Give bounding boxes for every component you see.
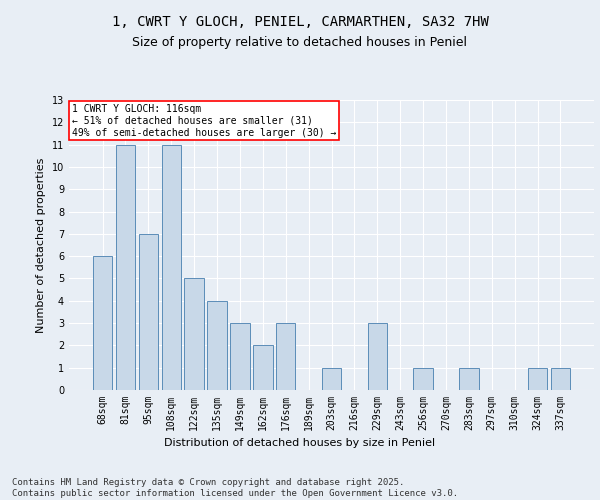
- Bar: [368, 323, 387, 390]
- Bar: [276, 323, 295, 390]
- Text: Distribution of detached houses by size in Peniel: Distribution of detached houses by size …: [164, 438, 436, 448]
- Bar: [184, 278, 204, 390]
- Bar: [139, 234, 158, 390]
- Bar: [93, 256, 112, 390]
- Bar: [253, 346, 272, 390]
- Bar: [230, 323, 250, 390]
- Text: Contains HM Land Registry data © Crown copyright and database right 2025.
Contai: Contains HM Land Registry data © Crown c…: [12, 478, 458, 498]
- Y-axis label: Number of detached properties: Number of detached properties: [36, 158, 46, 332]
- Bar: [413, 368, 433, 390]
- Bar: [116, 144, 135, 390]
- Bar: [208, 301, 227, 390]
- Text: 1 CWRT Y GLOCH: 116sqm
← 51% of detached houses are smaller (31)
49% of semi-det: 1 CWRT Y GLOCH: 116sqm ← 51% of detached…: [71, 104, 336, 138]
- Text: Size of property relative to detached houses in Peniel: Size of property relative to detached ho…: [133, 36, 467, 49]
- Bar: [459, 368, 479, 390]
- Text: 1, CWRT Y GLOCH, PENIEL, CARMARTHEN, SA32 7HW: 1, CWRT Y GLOCH, PENIEL, CARMARTHEN, SA3…: [112, 16, 488, 30]
- Bar: [551, 368, 570, 390]
- Bar: [528, 368, 547, 390]
- Bar: [322, 368, 341, 390]
- Bar: [161, 144, 181, 390]
